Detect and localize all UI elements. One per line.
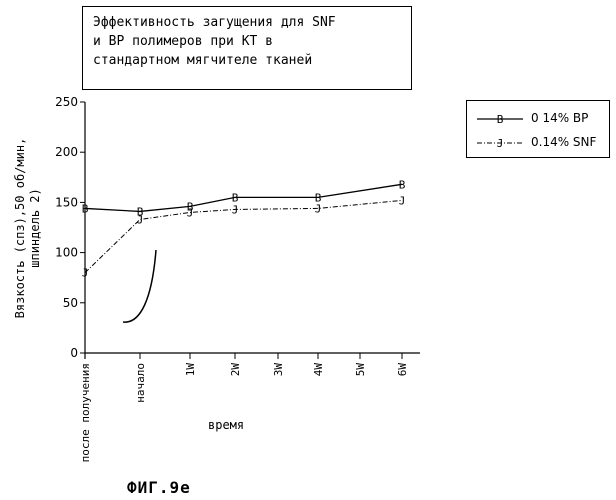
- legend-marker-bp: B: [497, 113, 504, 126]
- data-point-snf: J: [232, 203, 239, 216]
- legend-swatch-snf: J: [475, 133, 527, 153]
- x-axis-label: время: [208, 418, 244, 432]
- data-point-snf: J: [315, 202, 322, 215]
- legend: B 0 14% BP J 0.14% SNF: [466, 100, 610, 158]
- data-point-bp: B: [82, 202, 89, 215]
- x-tick-label: 3W: [272, 363, 285, 377]
- legend-label-snf: 0.14% SNF: [531, 135, 596, 149]
- y-tick-label: 200: [55, 145, 78, 159]
- data-point-snf: J: [137, 213, 144, 226]
- line-chart: 0 50 100 150 200 250 после получения начало 1W 2W…: [0, 0, 616, 470]
- y-tick-label: 250: [55, 95, 78, 109]
- legend-swatch-bp: B: [475, 109, 527, 129]
- y-tick-label: 100: [55, 246, 78, 260]
- series-line-bp: [85, 184, 402, 211]
- annotation-curve: [123, 250, 156, 322]
- y-tick-label: 150: [55, 195, 78, 209]
- legend-marker-snf: J: [497, 137, 504, 150]
- x-tick-label: начало: [134, 363, 147, 403]
- legend-label-bp: 0 14% BP: [531, 111, 588, 125]
- data-point-snf: J: [399, 194, 406, 207]
- x-tick-label: после получения: [79, 363, 92, 462]
- data-point-snf: J: [82, 267, 89, 280]
- data-point-bp: B: [399, 178, 406, 191]
- y-tick-label: 0: [70, 346, 78, 360]
- x-tick-label: 6W: [396, 363, 409, 377]
- y-tick-label: 50: [63, 296, 78, 310]
- data-point-bp: B: [232, 191, 239, 204]
- data-point-snf: J: [187, 206, 194, 219]
- x-tick-label: 4W: [312, 363, 325, 377]
- x-tick-label: 2W: [229, 363, 242, 377]
- figure-label: ФИГ.9e: [127, 478, 191, 497]
- x-tick-label: 5W: [354, 363, 367, 377]
- x-tick-label: 1W: [184, 363, 197, 377]
